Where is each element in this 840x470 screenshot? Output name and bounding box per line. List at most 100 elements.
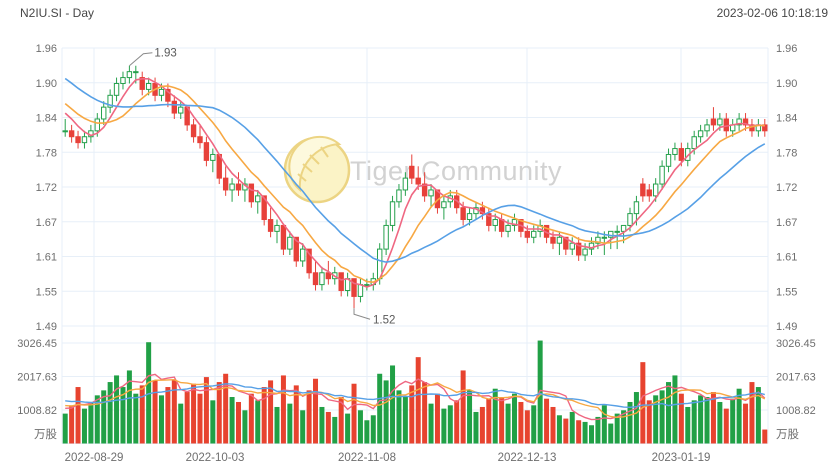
volume-bar [467, 390, 473, 444]
volume-bar [236, 401, 241, 444]
volume-bar [274, 406, 280, 444]
candle-body [608, 230, 614, 238]
candle-body [280, 224, 287, 250]
volume-bars-layer [62, 340, 768, 444]
tiger-stripe [297, 173, 307, 182]
volume-bar [255, 400, 261, 444]
volume-bar [454, 400, 460, 444]
candle-body [229, 183, 235, 191]
price-axis-label: 1.55 [36, 286, 57, 298]
volume-axis-label: 3026.45 [17, 338, 57, 350]
candle-body [717, 118, 723, 126]
volume-bar [653, 395, 659, 444]
price-axis-label: 1.78 [36, 147, 57, 159]
volume-bar [730, 398, 736, 444]
grid-lines [61, 47, 769, 444]
candle-body [582, 248, 588, 256]
volume-bar [492, 388, 498, 444]
candle-body [319, 272, 325, 286]
volume-bar [415, 357, 421, 444]
candle-body [203, 142, 210, 161]
volume-bar [165, 387, 171, 444]
volume-bar [197, 393, 203, 444]
candle-body [325, 272, 332, 280]
symbol-title: N2IU.SI - Day [20, 6, 95, 20]
price-axis-label: 1.61 [776, 252, 797, 264]
candle-body [640, 183, 646, 197]
volume-bar [248, 393, 254, 444]
volume-bar [133, 393, 139, 444]
volume-bar [210, 400, 216, 444]
volume-bar [139, 385, 145, 444]
volume-bar [216, 382, 222, 444]
price-axis-label: 1.67 [776, 217, 797, 229]
volume-bar [261, 387, 267, 444]
price-axis-label: 1.72 [776, 182, 797, 194]
volume-bar [409, 385, 415, 444]
volume-axis-label: 2017.63 [17, 372, 57, 384]
volume-bar [473, 411, 479, 444]
volume-bar [101, 390, 107, 444]
date-axis-label: 2022-08-29 [65, 452, 124, 464]
volume-bar [332, 416, 338, 444]
candle-body [81, 136, 88, 144]
volume-bar [203, 377, 209, 444]
volume-bar [126, 370, 132, 444]
volume-bar [710, 392, 716, 444]
volume-bar [627, 401, 633, 444]
date-axis-label: 2022-10-03 [186, 452, 245, 464]
volume-bar [723, 408, 729, 444]
candle-body [704, 124, 710, 132]
candle-body [588, 242, 595, 250]
volume-axis-right: 3026.45 2017.63 1008.82 万股 [776, 338, 816, 441]
volume-bar [589, 425, 594, 444]
candle-body [736, 118, 742, 126]
candle-body [505, 224, 511, 232]
candle-body [75, 136, 81, 144]
candle-body [441, 201, 447, 209]
volume-bar [306, 390, 312, 444]
candle-body [595, 236, 601, 244]
candle-body [659, 165, 665, 185]
volume-bar [313, 378, 319, 444]
candle-body [171, 100, 178, 114]
candle-body [620, 224, 627, 232]
volume-bar [556, 415, 562, 444]
candle-body [428, 189, 434, 197]
candle-body [575, 242, 582, 256]
volume-bar [550, 406, 556, 444]
volume-bar [524, 410, 530, 444]
volume-bar [595, 416, 601, 444]
candle-body [113, 82, 120, 96]
candle-body [614, 230, 620, 233]
candle-body [139, 77, 145, 90]
high-annotation-label: 1.93 [154, 48, 176, 60]
candle-body [126, 71, 133, 79]
volume-bar [633, 392, 639, 444]
date-axis-label: 2022-12-13 [498, 452, 557, 464]
candle-body [531, 230, 537, 238]
volume-bar [62, 413, 68, 444]
volume-bar [601, 405, 607, 444]
volume-bar [377, 373, 383, 444]
volume-unit-label: 万股 [776, 428, 799, 441]
volume-bar [422, 382, 428, 444]
volume-bar [486, 398, 492, 444]
volume-bar [691, 400, 697, 444]
volume-axis-label: 1008.82 [776, 405, 816, 417]
price-axis-label: 1.78 [776, 147, 797, 159]
low-annotation: 1.52 [353, 308, 395, 326]
volume-axis-label: 3026.45 [776, 338, 816, 350]
candle-body [672, 148, 678, 155]
candle-body [524, 230, 531, 238]
candle-body [627, 213, 633, 226]
volume-bar [531, 405, 537, 444]
volume-bar [460, 370, 466, 444]
volume-bar [280, 375, 286, 444]
tiger-curl [288, 135, 342, 193]
candle-body [409, 165, 415, 179]
candle-body [466, 213, 473, 221]
volume-bar [749, 382, 755, 444]
volume-bar [114, 375, 120, 444]
